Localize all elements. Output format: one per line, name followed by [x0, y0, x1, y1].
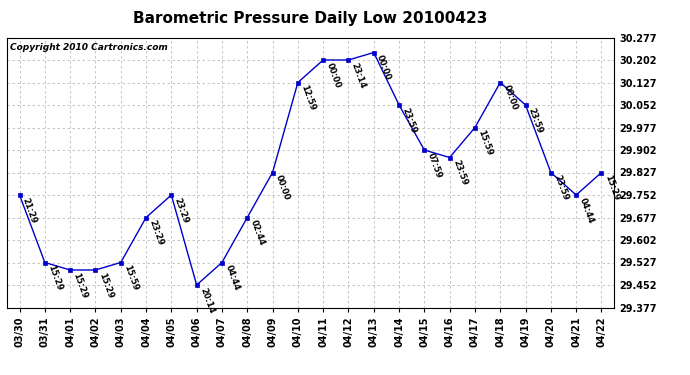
Text: 23:29: 23:29: [172, 196, 190, 225]
Text: 23:59: 23:59: [552, 174, 570, 202]
Text: 15:29: 15:29: [97, 272, 115, 300]
Text: 15:59: 15:59: [476, 129, 494, 157]
Text: 23:59: 23:59: [451, 159, 469, 187]
Text: 00:00: 00:00: [324, 62, 342, 89]
Text: 00:00: 00:00: [375, 54, 393, 82]
Text: 23:59: 23:59: [400, 106, 418, 135]
Text: 15:59: 15:59: [122, 264, 140, 292]
Text: 02:44: 02:44: [248, 219, 266, 247]
Text: 21:29: 21:29: [21, 196, 39, 225]
Text: 00:00: 00:00: [502, 84, 519, 112]
Text: 04:44: 04:44: [224, 264, 241, 292]
Text: 15:29: 15:29: [46, 264, 64, 292]
Text: 23:14: 23:14: [350, 62, 368, 90]
Text: 20:14: 20:14: [198, 286, 216, 315]
Text: 15:29: 15:29: [72, 272, 89, 300]
Text: 00:00: 00:00: [274, 174, 291, 202]
Text: 12:59: 12:59: [299, 84, 317, 112]
Text: Barometric Pressure Daily Low 20100423: Barometric Pressure Daily Low 20100423: [133, 11, 488, 26]
Text: Copyright 2010 Cartronics.com: Copyright 2010 Cartronics.com: [10, 43, 168, 52]
Text: 23:59: 23:59: [527, 106, 544, 135]
Text: 07:59: 07:59: [426, 152, 443, 179]
Text: 15:29: 15:29: [603, 174, 620, 202]
Text: 23:29: 23:29: [148, 219, 165, 247]
Text: 04:44: 04:44: [578, 196, 595, 225]
